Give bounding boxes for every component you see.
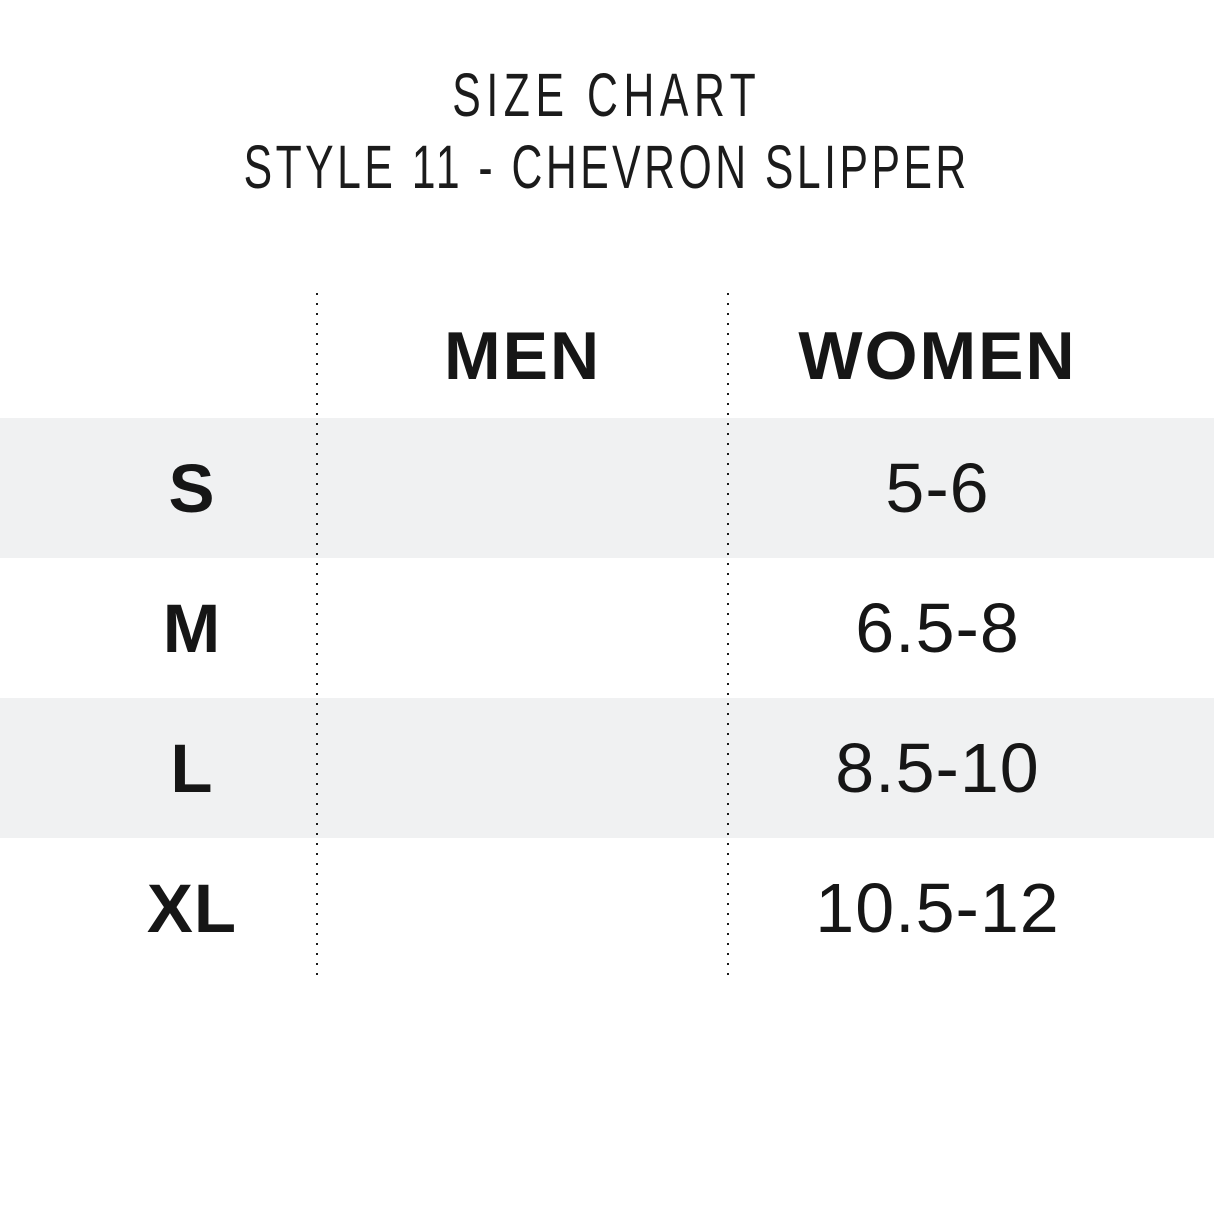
column-divider-left xyxy=(316,293,318,978)
page-subtitle-text: STYLE 11 - CHEVRON SLIPPER xyxy=(243,133,971,201)
page-title-text: SIZE CHART xyxy=(452,61,762,129)
size-label-xl: XL xyxy=(146,869,238,947)
size-label-m: M xyxy=(162,589,222,667)
men-value-m xyxy=(317,558,728,698)
table-header-row: MEN WOMEN xyxy=(0,293,1214,418)
table-row-m: M 6.5-8 xyxy=(0,558,1214,698)
size-table: MEN WOMEN S 5-6 M 6.5-8 L 8.5-10 XL 10.5… xyxy=(0,293,1214,978)
women-value-xl: 10.5-12 xyxy=(815,869,1060,947)
women-value-m: 6.5-8 xyxy=(855,589,1020,667)
men-value-s xyxy=(317,418,728,558)
women-value-s: 5-6 xyxy=(885,449,990,527)
women-value-l: 8.5-10 xyxy=(835,729,1040,807)
page-title: SIZE CHART xyxy=(0,59,1214,131)
title-block: SIZE CHART STYLE 11 - CHEVRON SLIPPER xyxy=(0,0,1214,203)
size-label-s: S xyxy=(168,449,216,527)
size-label-l: L xyxy=(170,729,214,807)
column-header-women: WOMEN xyxy=(798,317,1077,394)
column-divider-right xyxy=(727,293,729,978)
men-value-l xyxy=(317,698,728,838)
table-row-xl: XL 10.5-12 xyxy=(0,838,1214,978)
column-header-men: MEN xyxy=(443,317,602,394)
header-cell-size-spacer xyxy=(0,293,317,418)
page-subtitle: STYLE 11 - CHEVRON SLIPPER xyxy=(0,131,1214,203)
table-row-s: S 5-6 xyxy=(0,418,1214,558)
men-value-xl xyxy=(317,838,728,978)
table-row-l: L 8.5-10 xyxy=(0,698,1214,838)
